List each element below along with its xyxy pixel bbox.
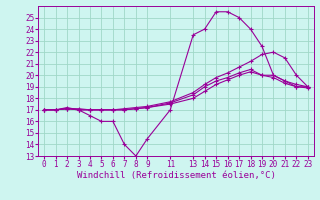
X-axis label: Windchill (Refroidissement éolien,°C): Windchill (Refroidissement éolien,°C) [76,171,276,180]
